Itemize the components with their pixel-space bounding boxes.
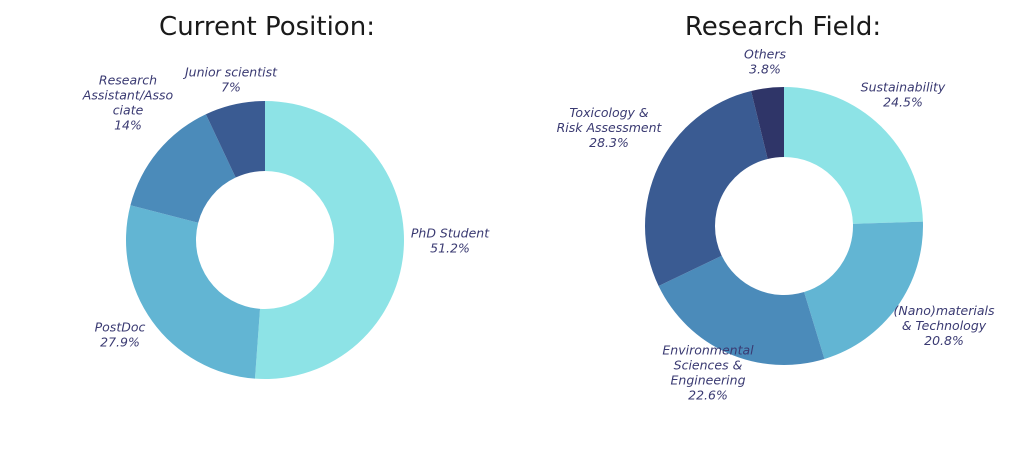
chart-title-research-field: Research Field: [684, 12, 882, 42]
donut-1-label-0: Sustainability 24.5% [861, 80, 946, 110]
donut-0-label-2: Research Assistant/Asso ciate 14% [82, 73, 174, 133]
donut-1-label-1: (Nano)materials & Technology 20.8% [893, 303, 995, 348]
donut-0-slice-3 [205, 101, 265, 178]
chart-title-current-position: Current Position: [159, 12, 375, 42]
donut-1-slice-2 [658, 255, 825, 365]
donut-1-slice-0 [784, 87, 923, 224]
donut-1-slice-3 [645, 90, 768, 286]
donut-0-label-3: Junior scientist 7% [182, 65, 278, 95]
donut-1-label-2: Environmental Sciences & Engineering 22.6% [662, 343, 754, 403]
donut-0-slice-2 [130, 114, 236, 223]
donut-1-slice-4 [751, 87, 784, 159]
donut-1-label-3: Toxicology & Risk Assessment 28.3% [557, 105, 663, 150]
donut-1-slice-1 [804, 221, 923, 359]
donut-0-slice-1 [125, 205, 261, 379]
donut-0-slice-0 [254, 101, 404, 379]
donut-0-label-0: PhD Student 51.2% [411, 226, 490, 256]
donut-1-label-4: Others 3.8% [744, 47, 786, 77]
donut-0-label-1: PostDoc 27.9% [95, 320, 146, 350]
